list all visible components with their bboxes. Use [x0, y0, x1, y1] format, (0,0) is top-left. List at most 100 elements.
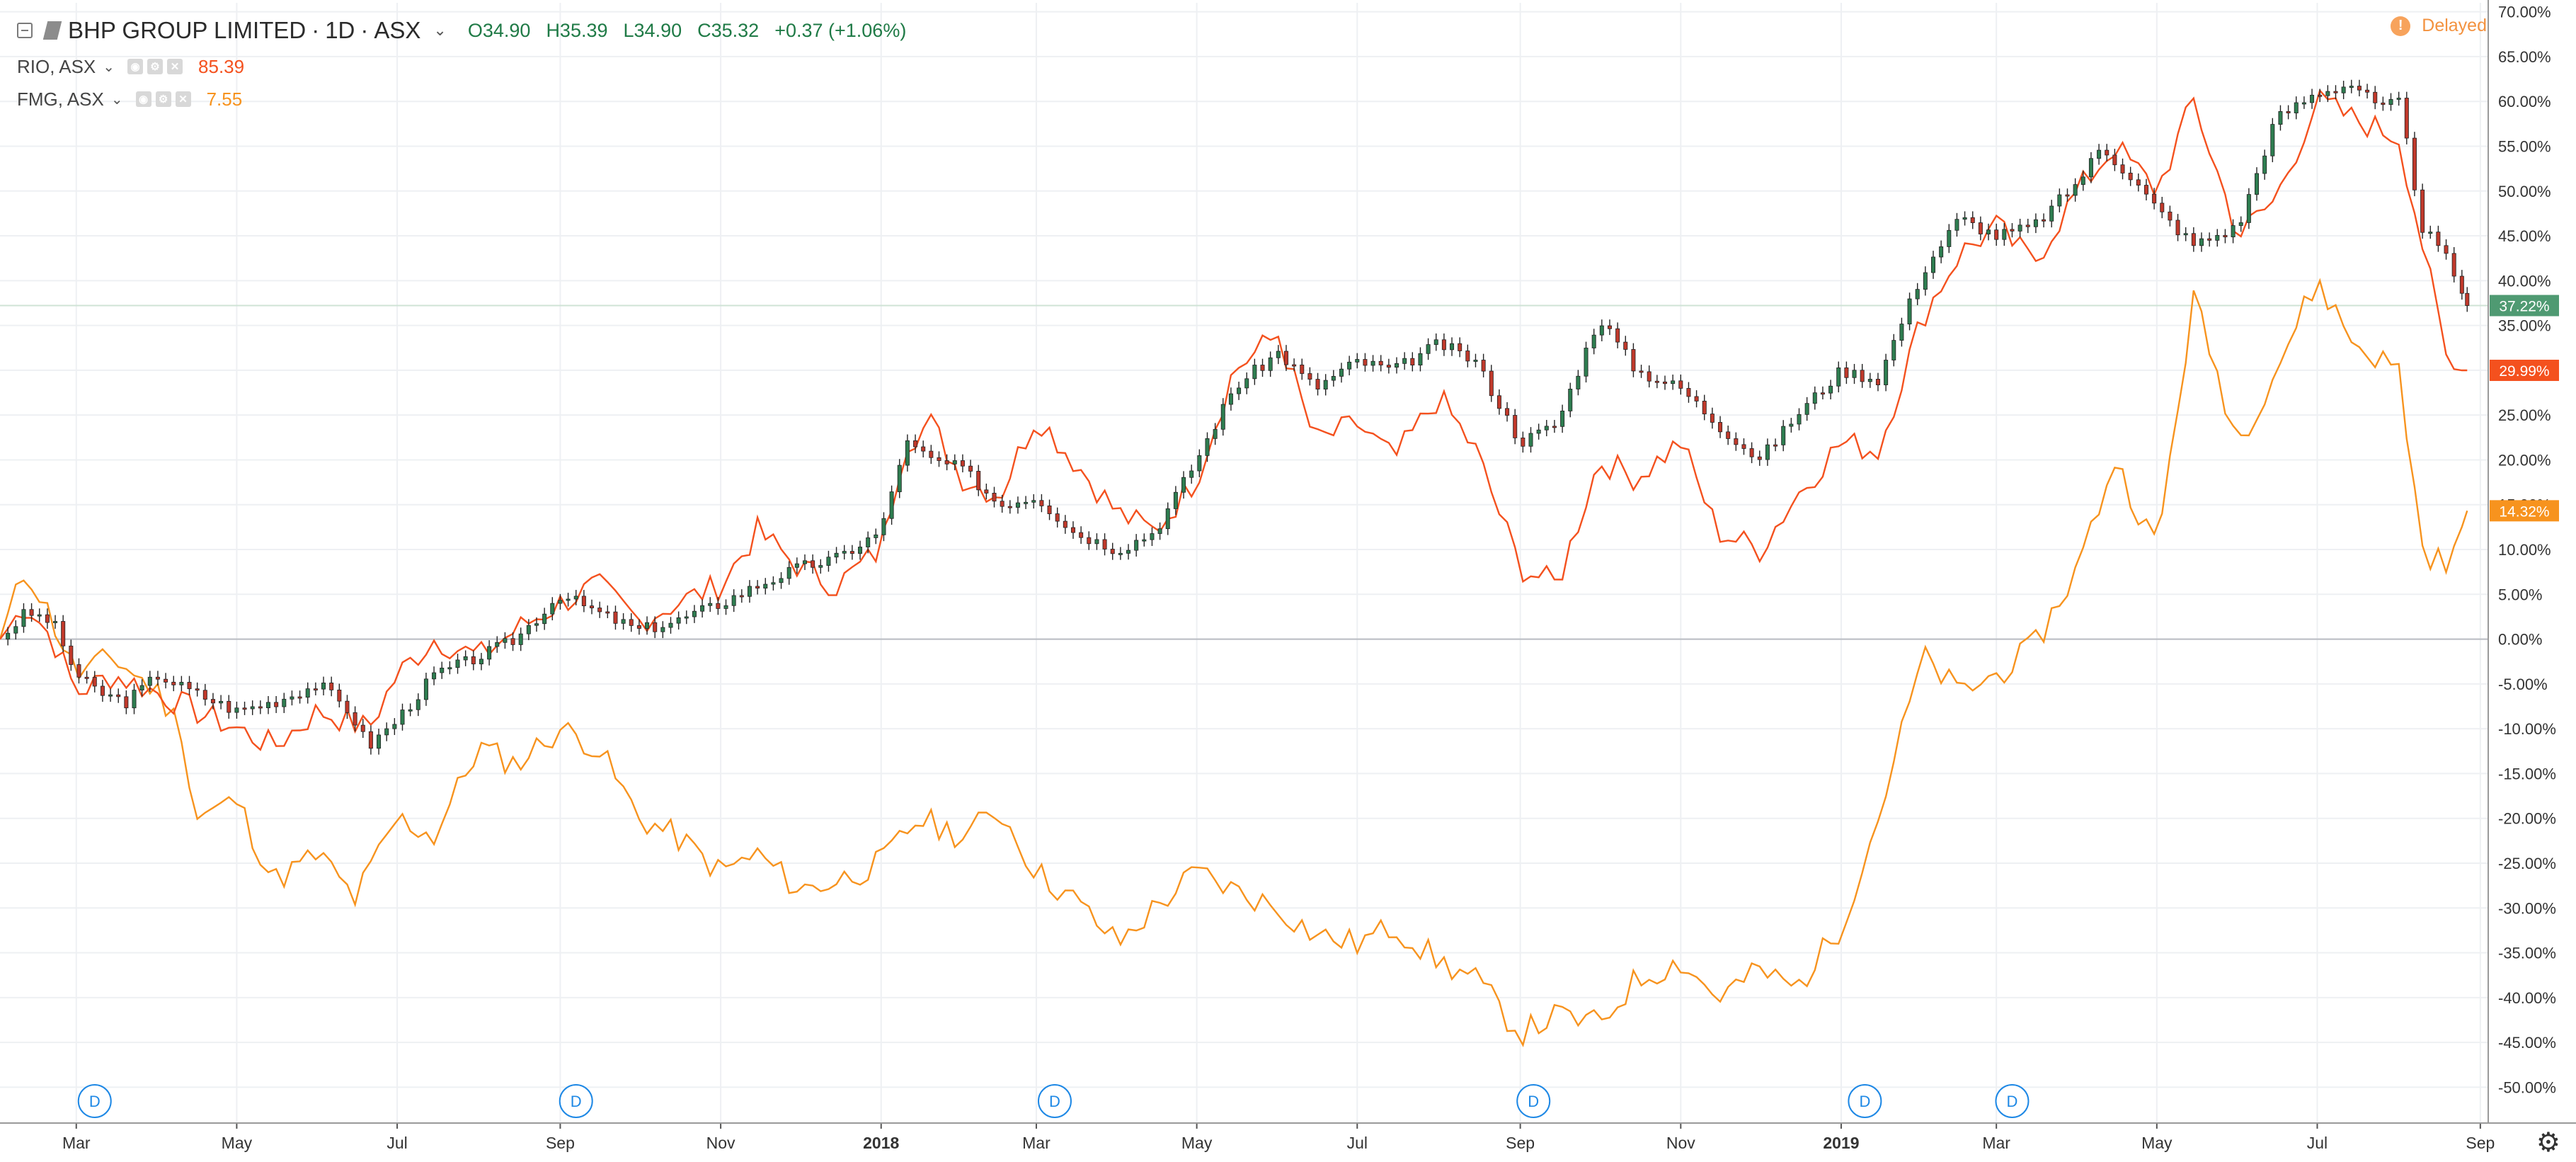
compare-symbol-label[interactable]: RIO, ASX — [17, 55, 96, 77]
candle-body — [605, 611, 610, 614]
compare-value: 85.39 — [198, 55, 245, 77]
candle-body — [826, 557, 831, 566]
compare-legend-fmg: FMG, ASX ⌄ ◉ ⚙ ✕ 7.55 — [17, 84, 242, 115]
candle-body — [1087, 537, 1092, 545]
candle-body — [992, 492, 997, 502]
candle-body — [2278, 111, 2283, 125]
candle-body — [155, 676, 160, 680]
candle-body — [1339, 368, 1344, 377]
candle-body — [2381, 102, 2386, 105]
dividend-marker-label: D — [1049, 1093, 1060, 1110]
collapse-legend-button[interactable] — [17, 23, 33, 38]
candle-body — [1718, 422, 1723, 433]
candle-body — [771, 582, 776, 585]
candle-body — [510, 638, 515, 645]
candle-body — [763, 583, 768, 589]
candle-body — [76, 664, 81, 678]
candle-body — [227, 700, 231, 713]
chevron-down-icon[interactable]: ⌄ — [110, 91, 123, 108]
y-tick-label: 20.00% — [2498, 451, 2551, 469]
candle-body — [1197, 455, 1202, 472]
candle-body — [2255, 173, 2260, 195]
y-tick-label: 5.00% — [2498, 586, 2542, 603]
x-tick-label: Nov — [1666, 1134, 1695, 1152]
compare-symbol-label[interactable]: FMG, ASX — [17, 88, 104, 110]
candle-body — [345, 700, 350, 713]
dividend-marker: D — [1848, 1084, 1882, 1118]
candle-body — [1228, 393, 1233, 405]
y-tick-label: 45.00% — [2498, 227, 2551, 245]
candle-body — [1844, 368, 1849, 378]
candle-body — [866, 537, 871, 547]
candle-body — [534, 623, 539, 626]
candle-body — [1994, 229, 1999, 240]
candle-body — [2088, 158, 2093, 178]
candle-body — [1024, 501, 1029, 504]
close-value: C35.32 — [697, 19, 760, 41]
candle-body — [692, 610, 697, 617]
close-icon[interactable]: ✕ — [175, 91, 191, 107]
candle-body — [1678, 380, 1683, 389]
candle-body — [1268, 357, 1273, 371]
candle-body — [794, 563, 799, 568]
candle-body — [2120, 164, 2125, 173]
candle-body — [1094, 539, 1099, 545]
chevron-down-icon[interactable]: ⌄ — [103, 59, 115, 75]
candle-body — [1173, 491, 1178, 509]
candle-body — [2357, 86, 2362, 91]
candle-body — [1481, 360, 1486, 372]
candle-body — [1970, 217, 1975, 223]
close-icon[interactable]: ✕ — [167, 59, 183, 74]
candle-body — [1363, 359, 1368, 366]
candle-body — [1315, 379, 1320, 389]
candle-body — [282, 698, 287, 707]
candle-body — [1860, 370, 1865, 382]
change-value: +0.37 (+1.06%) — [774, 19, 907, 41]
eye-icon[interactable]: ◉ — [127, 59, 144, 74]
candle-body — [1899, 324, 1904, 341]
gear-icon[interactable]: ⚙ — [147, 59, 164, 74]
chevron-down-icon[interactable]: ⌄ — [433, 21, 447, 39]
symbol-title[interactable]: BHP GROUP LIMITED · 1D · ASX — [68, 17, 421, 43]
candle-body — [2152, 193, 2157, 204]
delayed-status[interactable]: ! Delayed — [2391, 16, 2487, 36]
y-tick-label: -40.00% — [2498, 989, 2556, 1007]
symbol-exchange: ASX — [374, 17, 421, 43]
candle-body — [2017, 224, 2022, 232]
gear-icon[interactable]: ⚙ — [155, 91, 171, 107]
candle-body — [566, 598, 571, 601]
candle-body — [1781, 426, 1786, 445]
candle-body — [1292, 364, 1297, 367]
candle-body — [1465, 351, 1470, 362]
candle-body — [1237, 387, 1242, 394]
candle-body — [29, 609, 34, 616]
candle-body — [984, 489, 989, 494]
y-tick-label: 50.00% — [2498, 183, 2551, 200]
y-tick-label: 55.00% — [2498, 137, 2551, 155]
dividend-marker-label: D — [1528, 1093, 1539, 1110]
candle-body — [1962, 217, 1967, 220]
dividend-marker: D — [1516, 1084, 1551, 1118]
candle-body — [1244, 378, 1249, 389]
candle-body — [408, 709, 413, 712]
candle-body — [573, 596, 578, 600]
candle-body — [258, 706, 263, 709]
candle-body — [1252, 365, 1257, 380]
candle-body — [1370, 360, 1375, 366]
symbol-logo-icon — [42, 21, 62, 40]
x-tick-label: Jul — [387, 1134, 407, 1152]
eye-icon[interactable]: ◉ — [135, 91, 151, 107]
candle-body — [755, 586, 760, 589]
candle-body — [1536, 429, 1541, 434]
candle-body — [1867, 379, 1872, 382]
candle-body — [581, 596, 586, 607]
candle-body — [2428, 232, 2433, 234]
candle-body — [929, 450, 934, 458]
gear-icon[interactable]: ⚙ — [2536, 1128, 2560, 1158]
y-tick-label: -50.00% — [2498, 1078, 2556, 1096]
candle-body — [1702, 401, 1707, 414]
candle-body — [1189, 470, 1194, 478]
y-tick-label: -20.00% — [2498, 810, 2556, 828]
candle-body — [2373, 91, 2378, 103]
